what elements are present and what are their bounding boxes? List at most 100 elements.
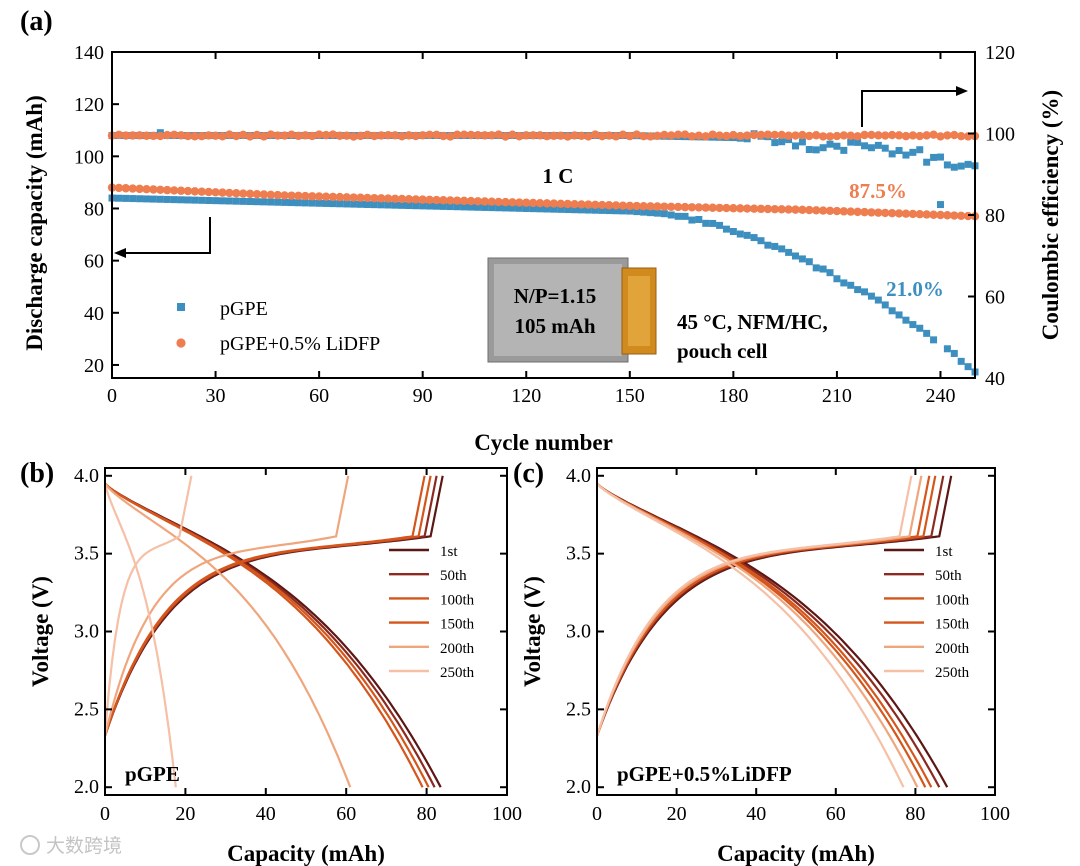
capacity-point bbox=[853, 207, 862, 217]
capacity-point bbox=[660, 210, 668, 218]
ce-point bbox=[902, 151, 910, 159]
ce-point bbox=[611, 132, 621, 141]
capacity-point bbox=[204, 187, 213, 197]
x-axis-title: Cycle number bbox=[474, 430, 613, 455]
ce-point bbox=[446, 132, 455, 141]
ce-point bbox=[542, 131, 552, 141]
capacity-point bbox=[963, 211, 973, 221]
capacity-point bbox=[149, 195, 157, 203]
capacity-point bbox=[791, 252, 799, 260]
x-tick-label: 0 bbox=[107, 385, 117, 407]
capacity-point bbox=[680, 202, 690, 212]
ce-point bbox=[480, 131, 490, 140]
capacity-point bbox=[336, 200, 344, 208]
legend-label: 100th bbox=[935, 592, 970, 608]
ce-point bbox=[846, 131, 855, 140]
capacity-point bbox=[163, 195, 171, 203]
capacity-point bbox=[832, 206, 842, 216]
ce-point bbox=[957, 162, 965, 170]
capacity-point bbox=[308, 199, 316, 207]
ce-point bbox=[211, 131, 220, 140]
capacity-point bbox=[591, 200, 600, 210]
capacity-point bbox=[556, 199, 565, 208]
capacity-point bbox=[274, 198, 282, 206]
y-tick-label: 40 bbox=[84, 303, 104, 325]
ce-point bbox=[335, 131, 345, 140]
capacity-point bbox=[729, 204, 738, 213]
capacity-point bbox=[218, 197, 226, 205]
capacity-point bbox=[750, 234, 758, 242]
ce-point bbox=[901, 131, 911, 141]
y-tick-label: 2.0 bbox=[74, 776, 99, 798]
capacity-point bbox=[473, 197, 483, 206]
x-tick-label: 40 bbox=[256, 803, 276, 825]
capacity-point bbox=[722, 203, 731, 213]
ce-point bbox=[778, 138, 786, 146]
capacity-point bbox=[687, 203, 697, 212]
legend-c: 1st 50th 100th 150th 200th 250th bbox=[884, 544, 970, 681]
capacity-point bbox=[121, 184, 131, 193]
y-tick-label: 4.0 bbox=[74, 465, 99, 487]
capacity-point bbox=[205, 196, 213, 204]
ce-point bbox=[218, 132, 227, 141]
capacity-point bbox=[460, 203, 468, 211]
x-tick-label: 80 bbox=[417, 803, 437, 825]
capacity-point bbox=[619, 207, 627, 215]
ce-point bbox=[245, 132, 255, 141]
capacity-point bbox=[281, 198, 289, 206]
x-tick-label: 60 bbox=[336, 803, 356, 825]
ce-point bbox=[383, 130, 393, 140]
ce-point bbox=[259, 132, 269, 141]
capacity-point bbox=[950, 211, 959, 220]
capacity-point bbox=[736, 204, 745, 213]
capacity-point bbox=[495, 204, 503, 212]
ce-point bbox=[459, 130, 469, 139]
capacity-point bbox=[487, 197, 496, 206]
ce-point bbox=[618, 130, 628, 139]
legend-a: pGPE pGPE+0.5% LiDFP bbox=[176, 298, 380, 355]
ce-point bbox=[943, 161, 951, 169]
x-tick-label: 180 bbox=[718, 385, 748, 407]
ce-point bbox=[847, 138, 855, 146]
capacity-point bbox=[673, 202, 683, 212]
capacity-point bbox=[177, 196, 185, 204]
retention-pgpe: 21.0% bbox=[886, 277, 944, 301]
capacity-point bbox=[197, 187, 206, 196]
condition-line1: 45 °C, NFM/HC, bbox=[677, 310, 828, 334]
capacity-point bbox=[156, 185, 165, 195]
capacity-point bbox=[570, 200, 579, 209]
capacity-point bbox=[860, 207, 869, 217]
ce-point bbox=[597, 131, 607, 141]
ce-point bbox=[314, 130, 324, 139]
capacity-point bbox=[708, 203, 717, 212]
ce-point bbox=[508, 130, 517, 139]
x-tick-label: 0 bbox=[100, 803, 110, 825]
panel-label: pGPE bbox=[125, 762, 180, 786]
capacity-point bbox=[418, 195, 427, 204]
capacity-point bbox=[667, 202, 676, 212]
capacity-point bbox=[743, 231, 751, 239]
y-tick-label: 3.5 bbox=[566, 543, 591, 565]
capacity-point bbox=[232, 189, 241, 198]
capacity-point bbox=[618, 201, 628, 210]
cell-np-label: N/P=1.15 bbox=[514, 284, 597, 308]
capacity-point bbox=[294, 191, 303, 201]
ce-point bbox=[646, 132, 655, 141]
ce-point bbox=[528, 131, 538, 140]
capacity-point bbox=[674, 212, 682, 220]
capacity-point bbox=[349, 193, 358, 202]
capacity-point bbox=[577, 206, 585, 214]
ce-point bbox=[308, 131, 317, 141]
capacity-point bbox=[114, 183, 124, 193]
capacity-point bbox=[943, 345, 951, 353]
ce-point bbox=[522, 131, 531, 140]
legend-label: 200th bbox=[935, 641, 970, 657]
legend-label: 50th bbox=[440, 568, 467, 584]
right-axis-arrowhead bbox=[956, 86, 968, 96]
ce-point bbox=[667, 131, 676, 140]
y-axis-title: Discharge capacity (mAh) bbox=[22, 95, 47, 351]
capacity-point bbox=[612, 207, 620, 215]
capacity-point bbox=[529, 205, 537, 213]
right-axis-arrow bbox=[861, 90, 960, 127]
